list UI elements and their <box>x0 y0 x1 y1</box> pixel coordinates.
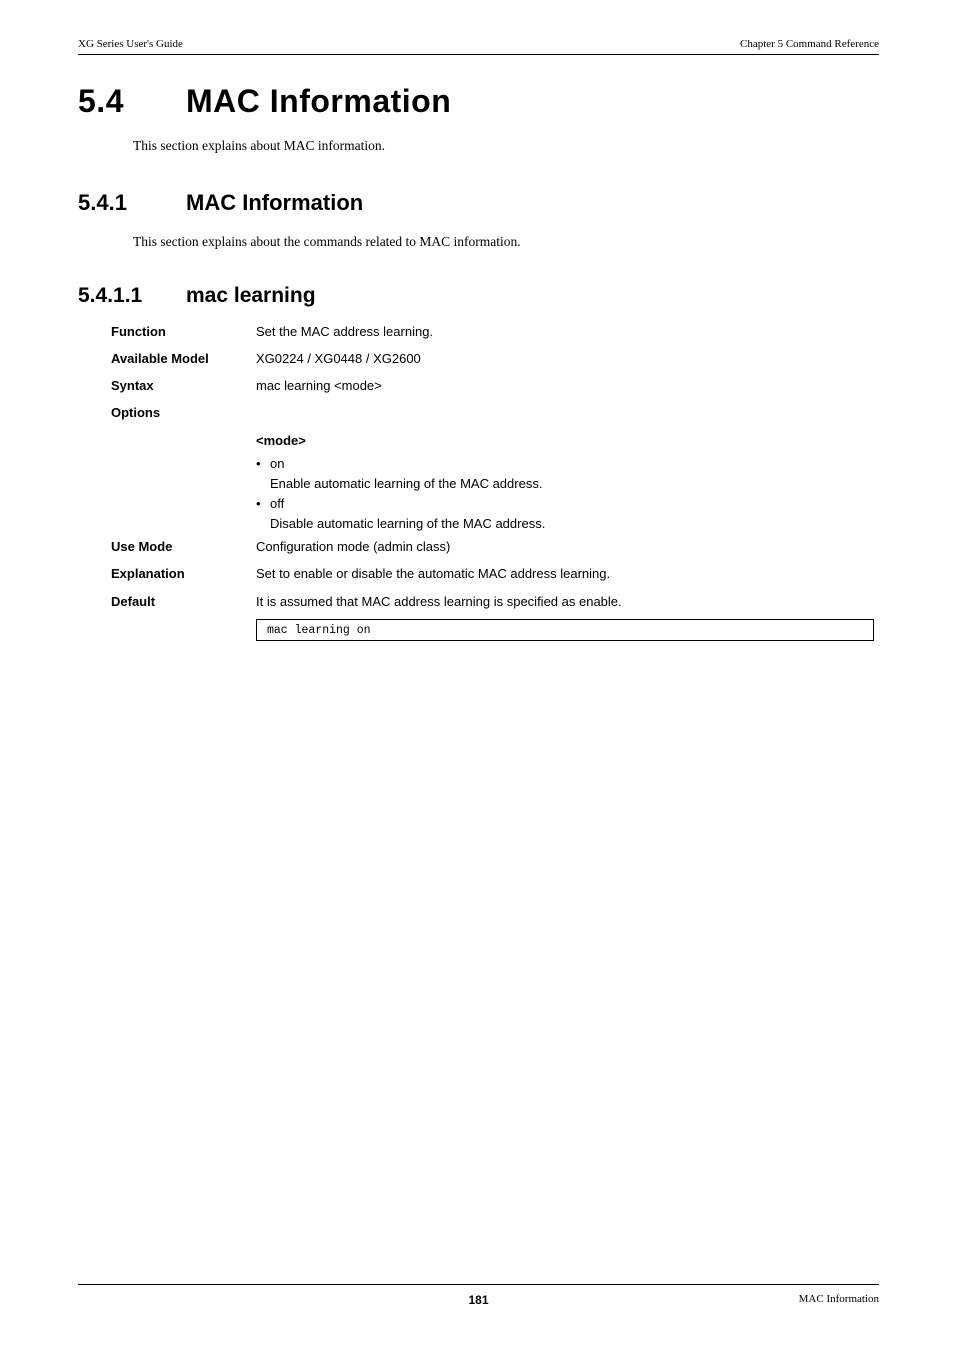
subsection-intro: This section explains about the commands… <box>133 234 879 250</box>
section-heading-h2: 5.4.1MAC Information <box>78 190 879 216</box>
def-row-usemode: Use Mode Configuration mode (admin class… <box>111 537 879 557</box>
bullet-off-desc: Disable automatic learning of the MAC ad… <box>270 514 879 534</box>
def-row-options: Options <box>111 403 879 423</box>
def-row-syntax: Syntax mac learning <mode> <box>111 376 879 396</box>
bullet-dot-icon: • <box>256 454 270 474</box>
def-value <box>256 403 879 423</box>
def-value: Set the MAC address learning. <box>256 322 879 342</box>
options-block: <mode> • on Enable automatic learning of… <box>256 431 879 535</box>
section-heading-h3: 5.4.1.1mac learning <box>78 284 879 308</box>
def-label: Function <box>111 322 256 342</box>
section-heading-h1: 5.4MAC Information <box>78 83 879 120</box>
def-label: Explanation <box>111 564 256 584</box>
page-footer: 181 MAC Information <box>78 1284 879 1311</box>
page-number: 181 <box>468 1293 488 1307</box>
def-row-default: Default It is assumed that MAC address l… <box>111 592 879 612</box>
code-text: mac learning on <box>267 624 371 637</box>
def-value: It is assumed that MAC address learning … <box>256 592 879 612</box>
definition-list: Function Set the MAC address learning. A… <box>111 322 879 612</box>
def-row-function: Function Set the MAC address learning. <box>111 322 879 342</box>
h3-title: mac learning <box>186 284 316 307</box>
def-value: XG0224 / XG0448 / XG2600 <box>256 349 879 369</box>
def-label: Syntax <box>111 376 256 396</box>
def-row-explanation: Explanation Set to enable or disable the… <box>111 564 879 584</box>
section-intro: This section explains about MAC informat… <box>133 138 879 154</box>
h2-title: MAC Information <box>186 190 363 215</box>
def-value: Configuration mode (admin class) <box>256 537 879 557</box>
h2-number: 5.4.1 <box>78 190 186 216</box>
def-label: Default <box>111 592 256 612</box>
bullet-on-desc: Enable automatic learning of the MAC add… <box>270 474 879 494</box>
bullet-on: • on <box>256 454 879 474</box>
bullet-off: • off <box>256 494 879 514</box>
def-label: Available Model <box>111 349 256 369</box>
h3-number: 5.4.1.1 <box>78 284 186 308</box>
footer-inner: 181 MAC Information <box>78 1293 879 1311</box>
h1-number: 5.4 <box>78 83 186 120</box>
bullet-label: on <box>270 454 879 474</box>
def-row-model: Available Model XG0224 / XG0448 / XG2600 <box>111 349 879 369</box>
def-value: Set to enable or disable the automatic M… <box>256 564 879 584</box>
mode-heading: <mode> <box>256 431 879 451</box>
bullet-dot-icon: • <box>256 494 270 514</box>
def-label: Options <box>111 403 256 423</box>
def-label: Use Mode <box>111 537 256 557</box>
h1-title: MAC Information <box>186 83 451 119</box>
page-header: XG Series User's Guide Chapter 5 Command… <box>78 38 879 55</box>
bullet-label: off <box>270 494 879 514</box>
footer-right: MAC Information <box>799 1293 879 1305</box>
header-right: Chapter 5 Command Reference <box>740 38 879 50</box>
def-value: mac learning <mode> <box>256 376 879 396</box>
code-example-box: mac learning on <box>256 619 874 641</box>
header-left: XG Series User's Guide <box>78 38 183 50</box>
def-row-mode: <mode> • on Enable automatic learning of… <box>111 431 879 535</box>
def-label-empty <box>111 431 256 535</box>
